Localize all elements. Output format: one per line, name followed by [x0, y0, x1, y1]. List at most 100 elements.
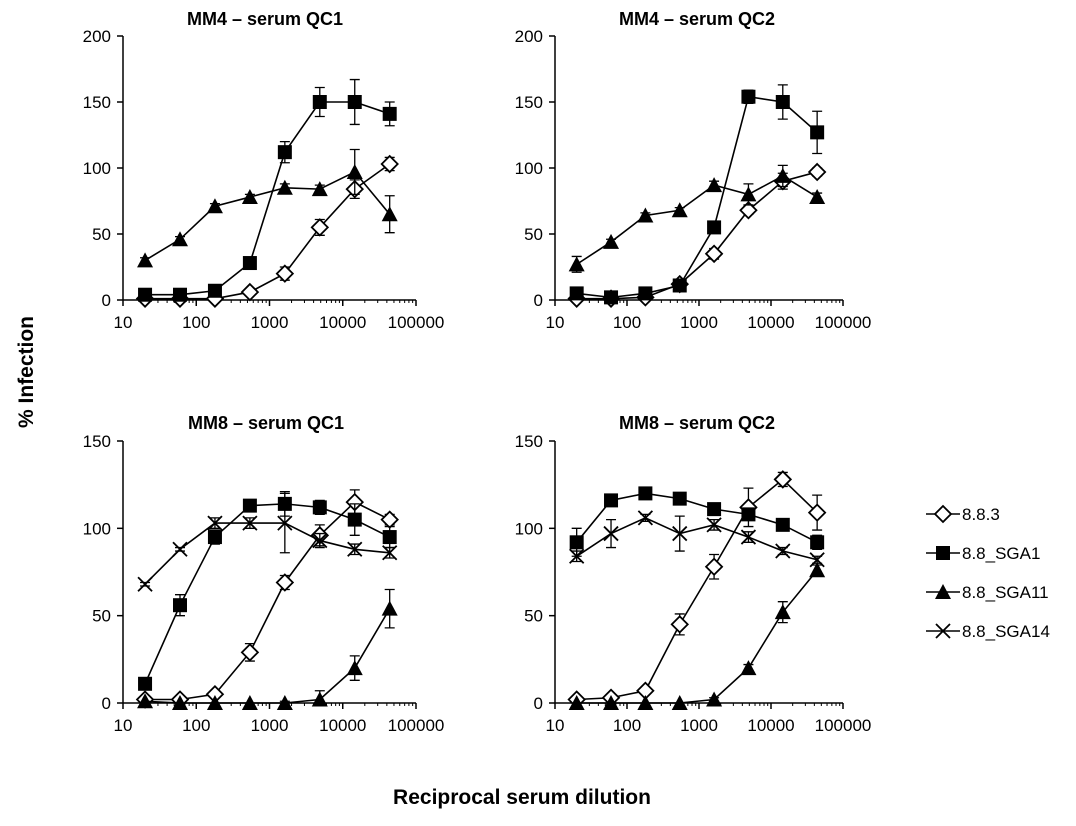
data-point [137, 252, 154, 268]
chart-panel-4: MM8 – serum QC2 0 50 100 150 10 100 1000 10000 10… [515, 413, 872, 735]
data-point [171, 231, 188, 247]
data-point [380, 510, 399, 529]
x-tick-label: 10 [546, 313, 565, 332]
data-point [171, 695, 188, 710]
data-point [740, 660, 757, 676]
data-point [741, 89, 756, 104]
data-point [347, 95, 362, 109]
data-point [137, 576, 153, 592]
data-point [741, 507, 756, 522]
data-point [242, 515, 258, 531]
data-point [672, 525, 688, 542]
data-point [706, 517, 722, 533]
x-tick-label: 1000 [251, 313, 289, 332]
data-point [347, 541, 363, 557]
data-point [638, 486, 653, 501]
data-point [276, 695, 293, 710]
y-axis-label: % Infection [15, 316, 38, 428]
data-point [706, 691, 723, 707]
data-point [382, 545, 398, 561]
x-tick-label: 10000 [319, 716, 366, 735]
y-tick-label: 0 [534, 291, 543, 310]
series-8.8_SGA14 [569, 510, 825, 568]
data-point [347, 512, 362, 527]
data-point [569, 535, 584, 550]
x-tick-label: 10000 [319, 313, 366, 332]
series-8.8_SGA1 [138, 491, 397, 691]
data-point [241, 695, 258, 710]
data-point [807, 503, 827, 522]
data-point [242, 256, 257, 271]
data-point [138, 676, 153, 691]
series-line [144, 503, 391, 685]
data-point [206, 198, 223, 214]
data-point [381, 600, 398, 616]
x-tick-label: 10 [546, 716, 565, 735]
legend-marker [935, 623, 951, 639]
data-point [775, 543, 791, 559]
data-point [207, 283, 222, 298]
legend-label: 8.8_SGA14 [962, 622, 1050, 641]
data-point [739, 200, 758, 220]
data-point [172, 598, 187, 613]
legend-item: 8.8_SGA11 [926, 583, 1049, 602]
data-point [810, 125, 825, 140]
data-point [312, 500, 327, 515]
data-point [604, 493, 619, 508]
data-point [312, 95, 327, 109]
series-8.8_SGA1 [569, 84, 825, 305]
data-point [637, 695, 654, 710]
x-tick-label: 100000 [815, 716, 872, 735]
chart-panel-1: MM4 – serum QC1 0 50 100 150 200 10 100 1000 1000… [83, 9, 445, 332]
series-8.8.3 [567, 470, 827, 709]
data-point [382, 530, 397, 545]
legend-marker [933, 504, 953, 524]
series-8.8_SGA1 [138, 78, 397, 302]
data-point [809, 552, 825, 568]
series-8.8.3 [567, 162, 827, 308]
data-point [277, 515, 293, 531]
data-point [381, 206, 398, 222]
y-tick-label: 50 [92, 607, 111, 626]
data-point [207, 530, 222, 545]
data-point [807, 162, 827, 182]
y-tick-label: 150 [515, 93, 543, 112]
series-8.8_SGA11 [568, 164, 826, 273]
data-point [773, 470, 793, 489]
panel-title: MM4 – serum QC2 [619, 9, 775, 29]
legend-marker [935, 584, 951, 599]
x-tick-label: 100 [182, 313, 210, 332]
x-tick-label: 10 [114, 716, 133, 735]
data-point [137, 693, 154, 709]
data-point [206, 695, 223, 710]
data-point [172, 541, 188, 557]
data-point [707, 502, 722, 517]
legend: 8.8.3 8.8_SGA1 8.8_SGA11 8.8_SGA14 [926, 504, 1050, 641]
data-point [672, 278, 687, 293]
series-line [144, 522, 390, 585]
x-tick-label: 10000 [747, 716, 794, 735]
data-point [774, 604, 791, 620]
series-8.8_SGA11 [137, 588, 398, 710]
data-point [207, 515, 223, 531]
data-point [275, 264, 295, 283]
data-point [706, 177, 723, 193]
legend-marker [936, 546, 950, 560]
data-point [569, 548, 585, 564]
data-point [671, 695, 688, 710]
data-point [275, 573, 295, 592]
panel-title: MM4 – serum QC1 [187, 9, 343, 29]
legend-label: 8.8.3 [962, 505, 1000, 524]
y-tick-label: 150 [515, 432, 543, 451]
data-point [311, 181, 328, 197]
series-line [144, 170, 391, 262]
data-point [603, 695, 620, 710]
x-tick-label: 100000 [815, 313, 872, 332]
data-point [671, 202, 688, 218]
data-point [604, 290, 619, 305]
data-point [346, 660, 363, 676]
y-tick-label: 0 [102, 694, 111, 713]
y-tick-label: 50 [92, 225, 111, 244]
legend-label: 8.8_SGA11 [962, 583, 1049, 602]
